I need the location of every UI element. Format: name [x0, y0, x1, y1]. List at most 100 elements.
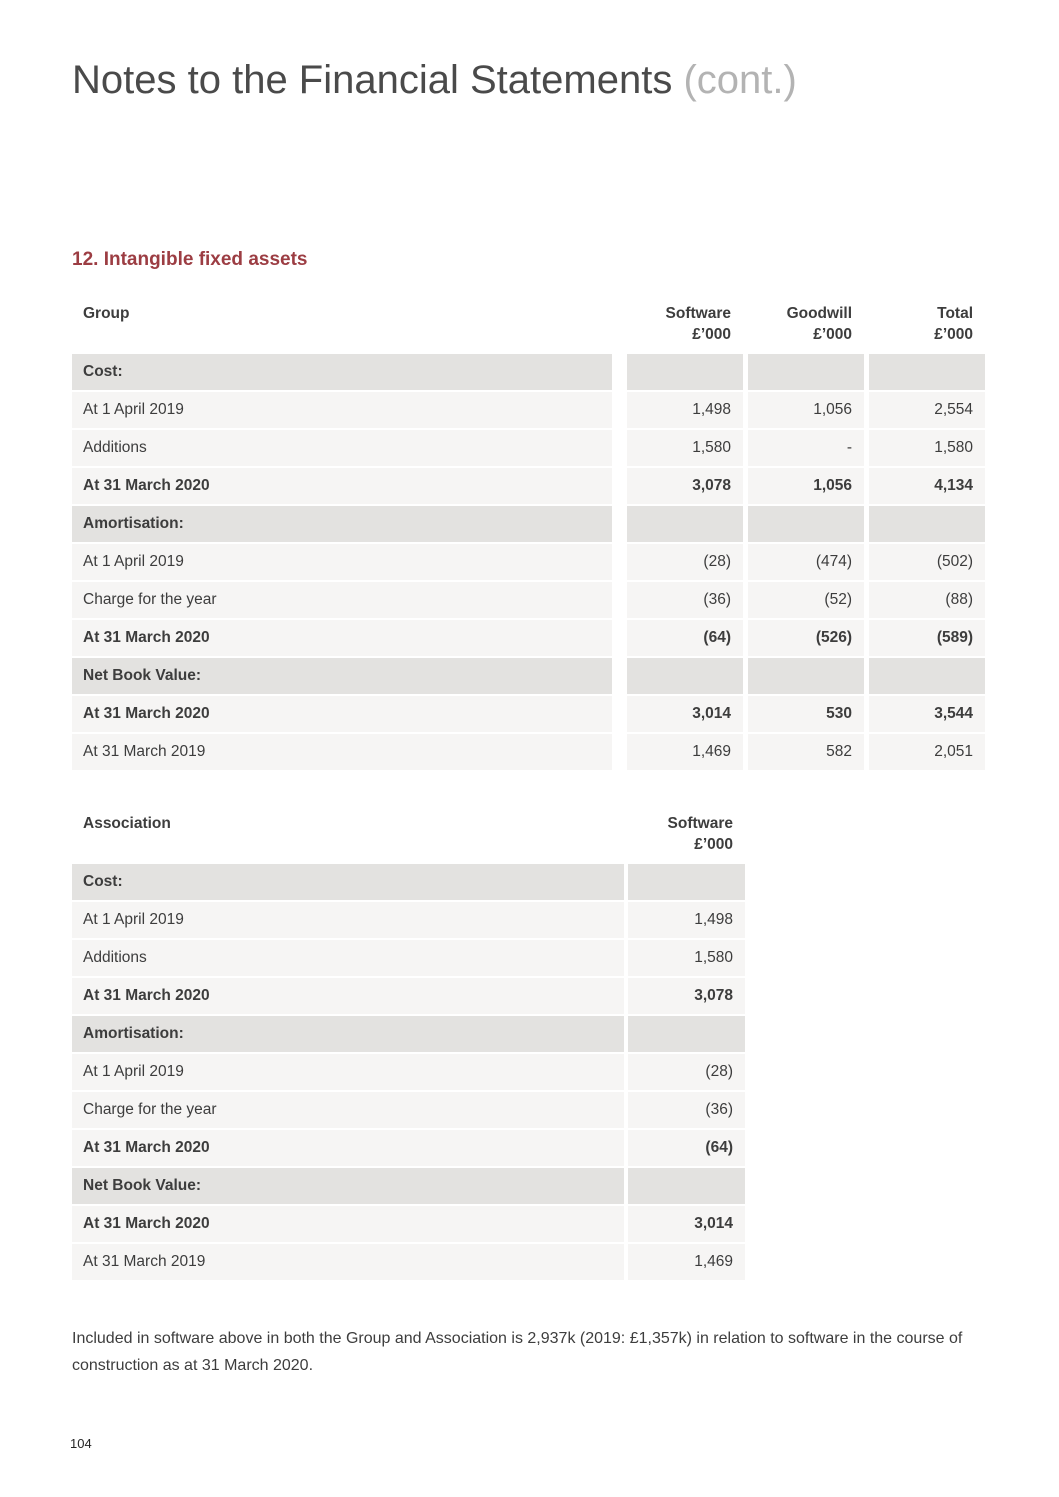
- table-section-row: Cost:: [72, 354, 985, 390]
- cell-value: [627, 506, 743, 542]
- table-row: At 1 April 2019 (28): [72, 1054, 745, 1090]
- cell-value: (64): [627, 620, 743, 656]
- row-label: Charge for the year: [72, 582, 612, 618]
- cell-value: (64): [628, 1130, 745, 1166]
- table-row: Additions 1,580-1,580: [72, 430, 985, 466]
- table-title: Group: [83, 305, 130, 322]
- cell-value: 530: [748, 696, 864, 732]
- table-row: At 31 March 2020 3,014 530 3,544: [72, 696, 985, 732]
- row-label: Net Book Value:: [72, 1168, 624, 1204]
- cell-value: [627, 658, 743, 694]
- cell-value: (36): [627, 582, 743, 618]
- cell-value: 3,078: [627, 468, 743, 504]
- page-title: Notes to the Financial Statements (cont.…: [72, 58, 1059, 103]
- column-header: Goodwill £’000: [786, 305, 852, 343]
- row-label: At 31 March 2020: [72, 468, 612, 504]
- cell-value: 3,078: [628, 978, 745, 1014]
- cell-value: 1,580: [627, 430, 743, 466]
- row-label: Additions: [72, 430, 612, 466]
- cell-value: 3,014: [627, 696, 743, 732]
- row-label: At 31 March 2020: [72, 1206, 624, 1242]
- cell-value: [628, 864, 745, 900]
- row-label: At 31 March 2020: [72, 1130, 624, 1166]
- cell-value: 2,554: [869, 392, 985, 428]
- table-row: At 31 March 2020 3,078 1,056 4,134: [72, 468, 985, 504]
- column-header: Total £’000: [934, 305, 973, 343]
- table-row: At 1 April 2019 1,498: [72, 902, 745, 938]
- table-row: At 1 April 2019 (28) (474) (502): [72, 544, 985, 580]
- row-label: Cost:: [72, 864, 624, 900]
- cell-value: [869, 354, 985, 390]
- table-section-row: Net Book Value:: [72, 658, 985, 694]
- table-row: At 31 March 2019 1,469: [72, 1244, 745, 1280]
- column-header: Software £’000: [667, 815, 733, 853]
- footnote: Included in software above in both the G…: [72, 1330, 963, 1374]
- row-label: At 1 April 2019: [72, 1054, 624, 1090]
- association-table: Association Software £’000 Cost: At 1 Apri…: [72, 813, 745, 1280]
- cell-value: 4,134: [869, 468, 985, 504]
- cell-value: 2,051: [869, 734, 985, 770]
- table-row: Charge for the year (36) (52) (88): [72, 582, 985, 618]
- row-label: Charge for the year: [72, 1092, 624, 1128]
- cell-value: 582: [748, 734, 864, 770]
- cell-value: [627, 354, 743, 390]
- cell-value: [628, 1168, 745, 1204]
- table-row: At 31 March 2020 3,014: [72, 1206, 745, 1242]
- row-label: At 1 April 2019: [72, 544, 612, 580]
- row-label: Net Book Value:: [72, 658, 612, 694]
- cell-value: (28): [628, 1054, 745, 1090]
- cell-value: (502): [869, 544, 985, 580]
- cell-value: 1,498: [627, 392, 743, 428]
- cell-value: 1,056: [748, 392, 864, 428]
- table-row: Additions 1,580: [72, 940, 745, 976]
- cell-value: [748, 506, 864, 542]
- table-section-row: Net Book Value:: [72, 1168, 745, 1204]
- association-table-body: Cost: At 1 April 2019 1,498 Additions 1,580 A…: [72, 864, 745, 1280]
- table-row: At 31 March 2020 3,078: [72, 978, 745, 1014]
- page-number: 104: [70, 1436, 92, 1451]
- cell-value: 1,469: [628, 1244, 745, 1280]
- cell-value: 3,014: [628, 1206, 745, 1242]
- table-title: Association: [83, 815, 171, 832]
- cell-value: (52): [748, 582, 864, 618]
- group-table-body: Cost: At 1 April 2019 1,498 1,056 2,554 Addit…: [72, 354, 985, 770]
- cell-value: (88): [869, 582, 985, 618]
- cell-value: 1,498: [628, 902, 745, 938]
- row-label: At 31 March 2019: [72, 734, 612, 770]
- cell-value: [748, 658, 864, 694]
- cell-value: 1,469: [627, 734, 743, 770]
- section-heading: 12. Intangible fixed assets: [72, 249, 308, 270]
- cell-value: -: [748, 430, 864, 466]
- cell-value: 1,580: [628, 940, 745, 976]
- row-label: Cost:: [72, 354, 612, 390]
- row-label: Amortisation:: [72, 506, 612, 542]
- table-row: At 31 March 2019 1,469 582 2,051: [72, 734, 985, 770]
- row-label: At 1 April 2019: [72, 392, 612, 428]
- cell-value: (28): [627, 544, 743, 580]
- cell-value: [628, 1016, 745, 1052]
- table-row: Charge for the year (36): [72, 1092, 745, 1128]
- cell-value: 1,580: [869, 430, 985, 466]
- table-row: At 31 March 2020 (64) (526) (589): [72, 620, 985, 656]
- row-label: At 31 March 2020: [72, 696, 612, 732]
- table-section-row: Cost:: [72, 864, 745, 900]
- cell-value: 1,056: [748, 468, 864, 504]
- cell-value: [748, 354, 864, 390]
- column-header: Software £’000: [665, 305, 731, 343]
- cell-value: [869, 658, 985, 694]
- group-table-header: Group Software £’000 Goodwill £’000 Total £’0…: [72, 303, 985, 345]
- page-title-main: Notes to the Financial Statements: [72, 58, 673, 102]
- table-section-row: Amortisation:: [72, 506, 985, 542]
- cell-value: [869, 506, 985, 542]
- table-row: At 31 March 2020 (64): [72, 1130, 745, 1166]
- table-section-row: Amortisation:: [72, 1016, 745, 1052]
- row-label: At 31 March 2020: [72, 620, 612, 656]
- cell-value: (589): [869, 620, 985, 656]
- cell-value: (474): [748, 544, 864, 580]
- row-label: At 31 March 2020: [72, 978, 624, 1014]
- association-table-header: Association Software £’000: [72, 813, 745, 855]
- group-table: Group Software £’000 Goodwill £’000 Total £’0…: [72, 303, 985, 770]
- row-label: At 1 April 2019: [72, 902, 624, 938]
- row-label: Additions: [72, 940, 624, 976]
